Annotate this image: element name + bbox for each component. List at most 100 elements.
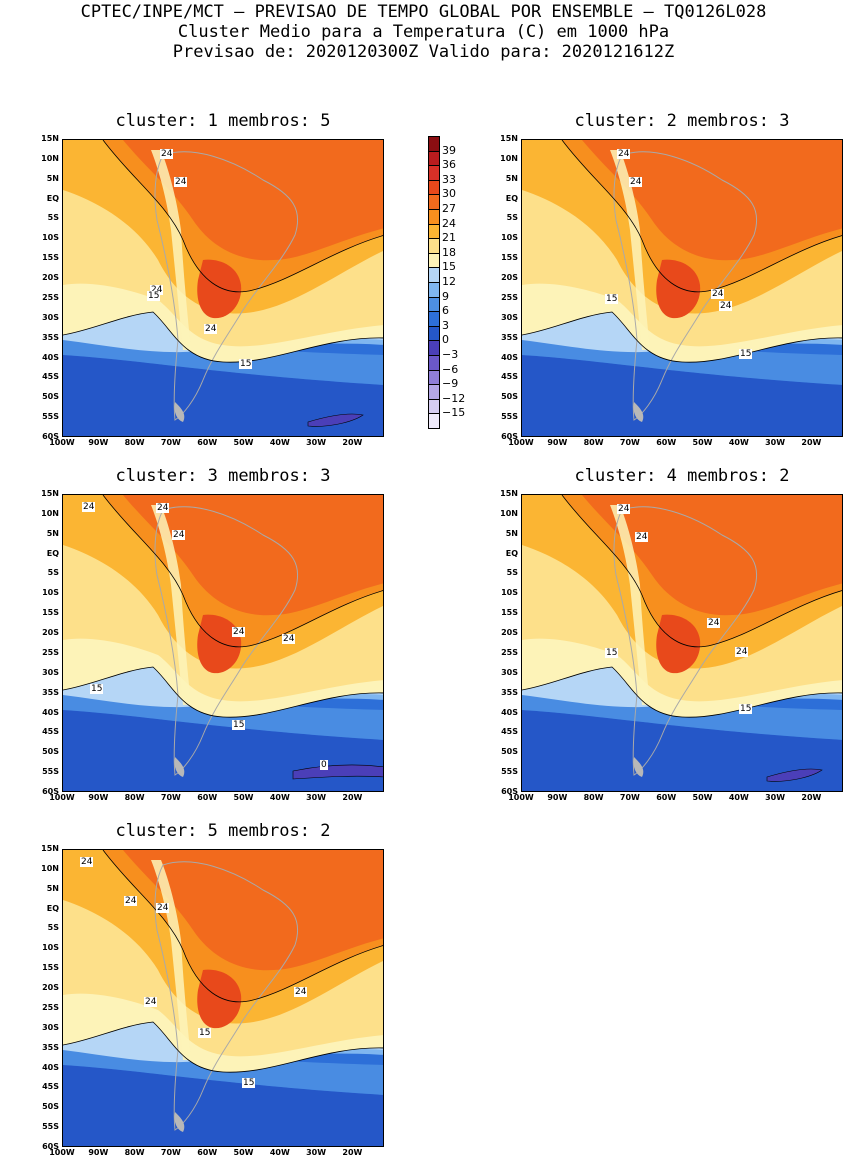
colorbar-swatch bbox=[428, 179, 440, 196]
lat-tick-label: 10S bbox=[501, 233, 518, 243]
panel-4-title: cluster: 4 membros: 2 bbox=[574, 466, 790, 486]
lat-tick-label: 15N bbox=[41, 489, 59, 498]
lat-tick-label: 50S bbox=[42, 1102, 59, 1112]
lat-tick-label: 15S bbox=[42, 963, 59, 973]
colorbar-label: −9 bbox=[442, 377, 459, 391]
lat-tick-label: 15S bbox=[42, 608, 59, 618]
lat-tick-label: 55S bbox=[42, 767, 59, 777]
lat-tick-label: 60S bbox=[42, 432, 59, 441]
lat-tick-label: EQ bbox=[505, 548, 518, 558]
colorbar-label: 24 bbox=[442, 216, 456, 230]
colorbar-label: −12 bbox=[442, 391, 466, 405]
panel-2-map bbox=[521, 139, 843, 437]
lat-tick-label: 5S bbox=[47, 923, 59, 933]
colorbar-swatch bbox=[428, 252, 440, 269]
lat-tick-label: 10S bbox=[42, 588, 59, 598]
lat-tick-label: 10N bbox=[41, 508, 59, 518]
colorbar-label: 21 bbox=[442, 231, 456, 245]
colorbar-swatch bbox=[428, 398, 440, 415]
lat-tick-label: 5N bbox=[505, 173, 518, 183]
lat-tick-label: 5N bbox=[46, 528, 59, 538]
contour-label: 24 bbox=[282, 634, 296, 644]
lat-tick-label: 5N bbox=[46, 173, 59, 183]
lon-tick-label: 30W bbox=[306, 793, 327, 802]
lon-tick-label: 80W bbox=[124, 793, 145, 802]
lat-tick-label: 10N bbox=[500, 508, 518, 518]
lon-tick-label: 50W bbox=[692, 438, 713, 447]
lat-tick-label: EQ bbox=[46, 903, 59, 913]
colorbar-label: 15 bbox=[442, 260, 456, 274]
panel-5-title: cluster: 5 membros: 2 bbox=[115, 821, 331, 841]
lon-tick-label: 60W bbox=[197, 438, 218, 447]
lon-tick-label: 30W bbox=[306, 1148, 327, 1157]
contour-label: 24 bbox=[124, 896, 138, 906]
lat-tick-label: 30S bbox=[42, 667, 59, 677]
lon-tick-label: 100W bbox=[508, 438, 534, 447]
colorbar-label: 36 bbox=[442, 158, 456, 172]
lon-tick-label: 80W bbox=[124, 438, 145, 447]
lon-tick-label: 40W bbox=[269, 793, 290, 802]
lon-tick-label: 20W bbox=[342, 1148, 363, 1157]
lat-tick-label: 55S bbox=[501, 412, 518, 422]
lon-tick-label: 60W bbox=[656, 438, 677, 447]
lat-tick-label: EQ bbox=[505, 193, 518, 203]
colorbar-swatch bbox=[428, 209, 440, 225]
colorbar-label: −3 bbox=[442, 348, 459, 361]
lat-tick-label: 10N bbox=[500, 153, 518, 163]
colorbar-label: 33 bbox=[442, 172, 456, 186]
lat-tick-label: 25S bbox=[42, 1002, 59, 1012]
lat-tick-label: 45S bbox=[42, 727, 59, 737]
lat-tick-label: 25S bbox=[501, 647, 518, 657]
lat-tick-label: EQ bbox=[46, 548, 59, 558]
colorbar-swatch bbox=[428, 136, 440, 152]
lon-tick-label: 100W bbox=[508, 793, 534, 802]
contour-label: 24 bbox=[719, 301, 733, 311]
lat-tick-label: 35S bbox=[42, 1042, 59, 1052]
contour-label: 24 bbox=[174, 177, 188, 187]
contour-label: 24 bbox=[635, 532, 649, 542]
colorbar-label: 3 bbox=[442, 318, 449, 332]
colorbar-label: −6 bbox=[442, 362, 459, 376]
lat-tick-label: 15S bbox=[501, 608, 518, 618]
header-line-3: Previsao de: 2020120300Z Valido para: 20… bbox=[172, 42, 675, 62]
lat-tick-label: 55S bbox=[42, 1122, 59, 1132]
lat-tick-label: 25S bbox=[42, 647, 59, 657]
lat-tick-label: 5N bbox=[505, 528, 518, 538]
contour-label: 15 bbox=[239, 359, 253, 369]
lon-tick-label: 50W bbox=[692, 793, 713, 802]
contour-label: 24 bbox=[711, 289, 725, 299]
contour-label: 15 bbox=[198, 1028, 212, 1038]
lat-tick-label: 10S bbox=[501, 588, 518, 598]
lon-tick-label: 70W bbox=[619, 438, 640, 447]
colorbar-swatch bbox=[428, 150, 440, 167]
lat-tick-label: 30S bbox=[501, 312, 518, 322]
lon-tick-label: 20W bbox=[342, 438, 363, 447]
contour-label: 24 bbox=[80, 857, 94, 867]
colorbar-label: 12 bbox=[442, 275, 456, 288]
panel-1-map bbox=[62, 139, 384, 437]
panel-2-title: cluster: 2 membros: 3 bbox=[574, 111, 790, 131]
contour-label: 24 bbox=[617, 149, 631, 159]
lon-tick-label: 40W bbox=[728, 438, 749, 447]
lat-tick-label: 15S bbox=[501, 253, 518, 263]
lon-tick-label: 80W bbox=[583, 438, 604, 447]
lat-tick-label: 35S bbox=[42, 687, 59, 697]
colorbar-label: 27 bbox=[442, 202, 456, 215]
colorbar-swatch bbox=[428, 325, 440, 342]
contour-label: 15 bbox=[232, 720, 246, 730]
lat-tick-label: 45S bbox=[501, 372, 518, 382]
lon-tick-label: 20W bbox=[801, 438, 822, 447]
lat-tick-label: 45S bbox=[501, 727, 518, 737]
colorbar-label: 30 bbox=[442, 187, 456, 201]
lon-tick-label: 100W bbox=[49, 793, 75, 802]
colorbar-label: 39 bbox=[442, 143, 456, 157]
colorbar-swatch bbox=[428, 311, 440, 327]
colorbar-label: 18 bbox=[442, 245, 456, 259]
header-line-1: CPTEC/INPE/MCT – PREVISAO DE TEMPO GLOBA… bbox=[80, 2, 767, 22]
contour-label: 15 bbox=[242, 1078, 256, 1088]
lat-tick-label: 60S bbox=[42, 787, 59, 796]
lon-tick-label: 70W bbox=[619, 793, 640, 802]
lat-tick-label: 5N bbox=[46, 883, 59, 893]
contour-label: 15 bbox=[739, 349, 753, 359]
colorbar-label: −15 bbox=[442, 406, 466, 420]
